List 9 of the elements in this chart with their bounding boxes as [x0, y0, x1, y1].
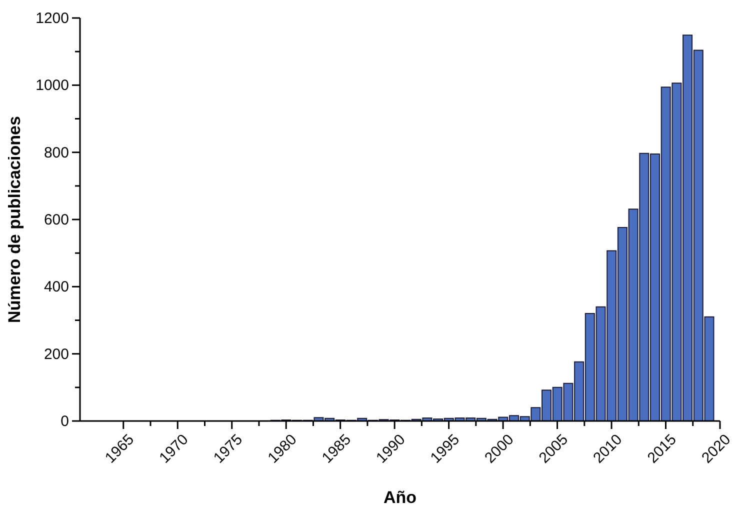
y-tick-label: 400: [44, 278, 69, 296]
y-tick-label: 1200: [36, 10, 69, 27]
y-tick-label: 600: [44, 212, 69, 228]
y-axis-title: Número de publicaciones: [5, 116, 24, 323]
y-tick-label: 800: [44, 144, 69, 162]
y-tick-label: 0: [60, 413, 69, 430]
y-tick-label: 1000: [36, 77, 69, 94]
x-axis-title: Año: [383, 488, 417, 507]
y-tick-label: 200: [44, 346, 69, 363]
